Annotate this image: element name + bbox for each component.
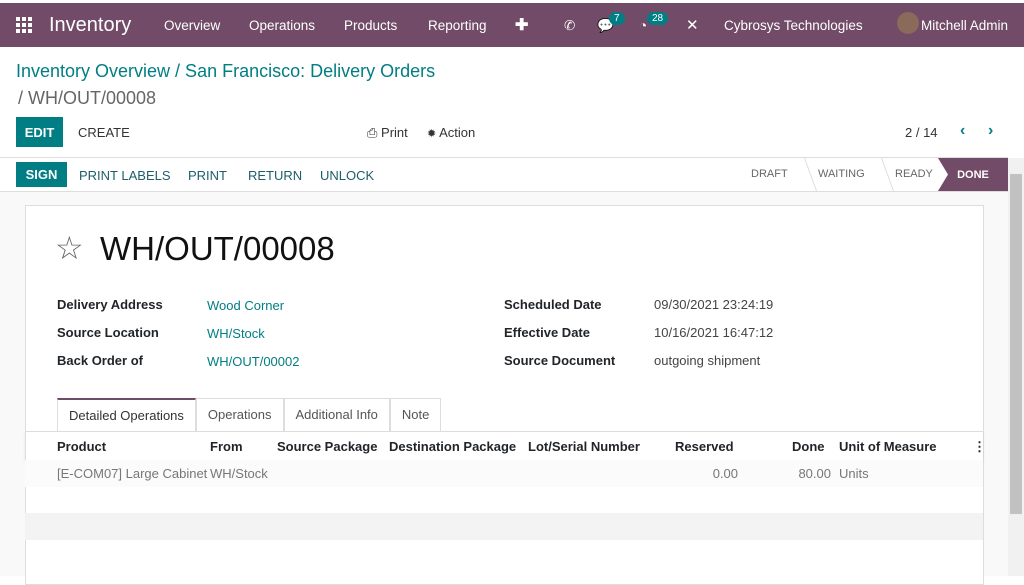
avatar[interactable] [897, 12, 919, 34]
effective-date-value: 10/16/2021 16:47:12 [654, 325, 774, 340]
table-header: Product From Source Package Destination … [25, 431, 986, 460]
delivery-address-value[interactable]: Wood Corner [207, 298, 285, 313]
create-button[interactable]: CREATE [78, 125, 130, 140]
column-header[interactable]: Unit of Measure [839, 439, 937, 454]
cell-uom: Units [839, 466, 869, 481]
back-order-value[interactable]: WH/OUT/00002 [207, 354, 300, 369]
column-header[interactable]: Destination Package [389, 439, 517, 454]
action-menu[interactable]: ✹ Action [427, 125, 475, 140]
column-header[interactable]: Lot/Serial Number [528, 439, 640, 454]
source-document-value: outgoing shipment [654, 353, 761, 368]
scheduled-date-value: 09/30/2021 23:24:19 [654, 297, 774, 312]
pager-next-icon[interactable]: › [988, 122, 994, 139]
pager-previous-icon[interactable]: ‹ [960, 122, 966, 139]
tools-icon[interactable]: ✕ [686, 17, 699, 34]
field-label: Source Location [57, 325, 159, 340]
activity-icon[interactable]: ◔ [639, 18, 648, 33]
pager-value[interactable]: 2 / 14 [905, 125, 938, 140]
field-label: Source Document [504, 353, 616, 368]
stage-divider [870, 158, 895, 191]
field-label: Effective Date [504, 325, 590, 340]
stage-draft[interactable]: DRAFT [751, 168, 788, 180]
stage-ready[interactable]: READY [895, 168, 933, 180]
breadcrumb-current: / WH/OUT/00008 [18, 88, 157, 108]
sign-button[interactable]: SIGN [16, 162, 67, 187]
apps-menu-icon[interactable] [16, 17, 32, 33]
optional-columns-icon[interactable]: ⋮ [973, 439, 986, 454]
edit-button[interactable]: EDIT [16, 117, 63, 147]
scrollbar-thumb[interactable] [1010, 174, 1022, 514]
app-title[interactable]: Inventory [49, 14, 132, 36]
user-menu[interactable]: Mitchell Admin [921, 18, 1009, 33]
cell-from: WH/Stock [210, 466, 268, 481]
action-label: Action [439, 125, 476, 140]
plus-icon[interactable]: ✚ [515, 17, 529, 34]
column-header[interactable]: Product [57, 439, 107, 454]
status-bar: SIGN PRINT LABELS PRINT RETURN UNLOCK DR… [0, 157, 1008, 192]
field-label: Back Order of [57, 353, 143, 368]
print-menu[interactable]: ⎙ Print [367, 125, 408, 141]
menu-overview[interactable]: Overview [164, 18, 221, 33]
column-header[interactable]: Source Package [277, 439, 378, 454]
table-empty-row [25, 513, 983, 540]
phone-icon[interactable]: ✆ [564, 18, 576, 33]
tab-detailed-operations[interactable]: Detailed Operations [57, 398, 196, 431]
cell-product: [E-COM07] Large Cabinet [57, 466, 208, 481]
printer-icon: ⎙ [367, 125, 378, 140]
source-location-value[interactable]: WH/Stock [207, 326, 265, 341]
stage-divider [793, 158, 818, 191]
company-switcher[interactable]: Cybrosys Technologies [724, 18, 863, 33]
menu-products[interactable]: Products [344, 18, 398, 33]
cell-done: 80.00 [798, 466, 831, 481]
cell-reserved: 0.00 [712, 466, 738, 481]
messages-badge: 7 [609, 12, 625, 25]
star-icon[interactable]: ☆ [55, 230, 84, 266]
print-button[interactable]: PRINT [188, 168, 227, 183]
return-button[interactable]: RETURN [248, 168, 303, 183]
stage-done[interactable]: DONE [938, 158, 1008, 191]
tab-additional-info[interactable]: Additional Info [283, 398, 390, 431]
stage-waiting[interactable]: WAITING [818, 168, 865, 180]
menu-operations[interactable]: Operations [249, 18, 316, 33]
column-header[interactable]: From [210, 439, 243, 454]
table-row[interactable]: [E-COM07] Large Cabinet WH/Stock 0.00 80… [25, 460, 983, 487]
tab-operations[interactable]: Operations [195, 398, 284, 431]
scrollbar[interactable] [1008, 158, 1024, 576]
print-labels-button[interactable]: PRINT LABELS [79, 168, 171, 183]
field-label: Scheduled Date [504, 297, 602, 312]
top-navbar: Inventory Overview Operations Products R… [0, 3, 1024, 47]
unlock-button[interactable]: UNLOCK [320, 168, 375, 183]
gear-icon: ✹ [427, 128, 437, 140]
tab-note[interactable]: Note [389, 398, 442, 431]
notebook-tabs: Detailed Operations Operations Additiona… [57, 398, 442, 431]
breadcrumb[interactable]: Inventory Overview / San Francisco: Deli… [16, 61, 436, 81]
column-header[interactable]: Done [792, 439, 825, 454]
field-label: Delivery Address [57, 297, 163, 312]
column-header[interactable]: Reserved [675, 439, 734, 454]
menu-reporting[interactable]: Reporting [428, 18, 487, 33]
record-title: WH/OUT/00008 [100, 230, 335, 267]
activities-badge: 28 [647, 12, 669, 25]
print-label: Print [381, 125, 408, 140]
